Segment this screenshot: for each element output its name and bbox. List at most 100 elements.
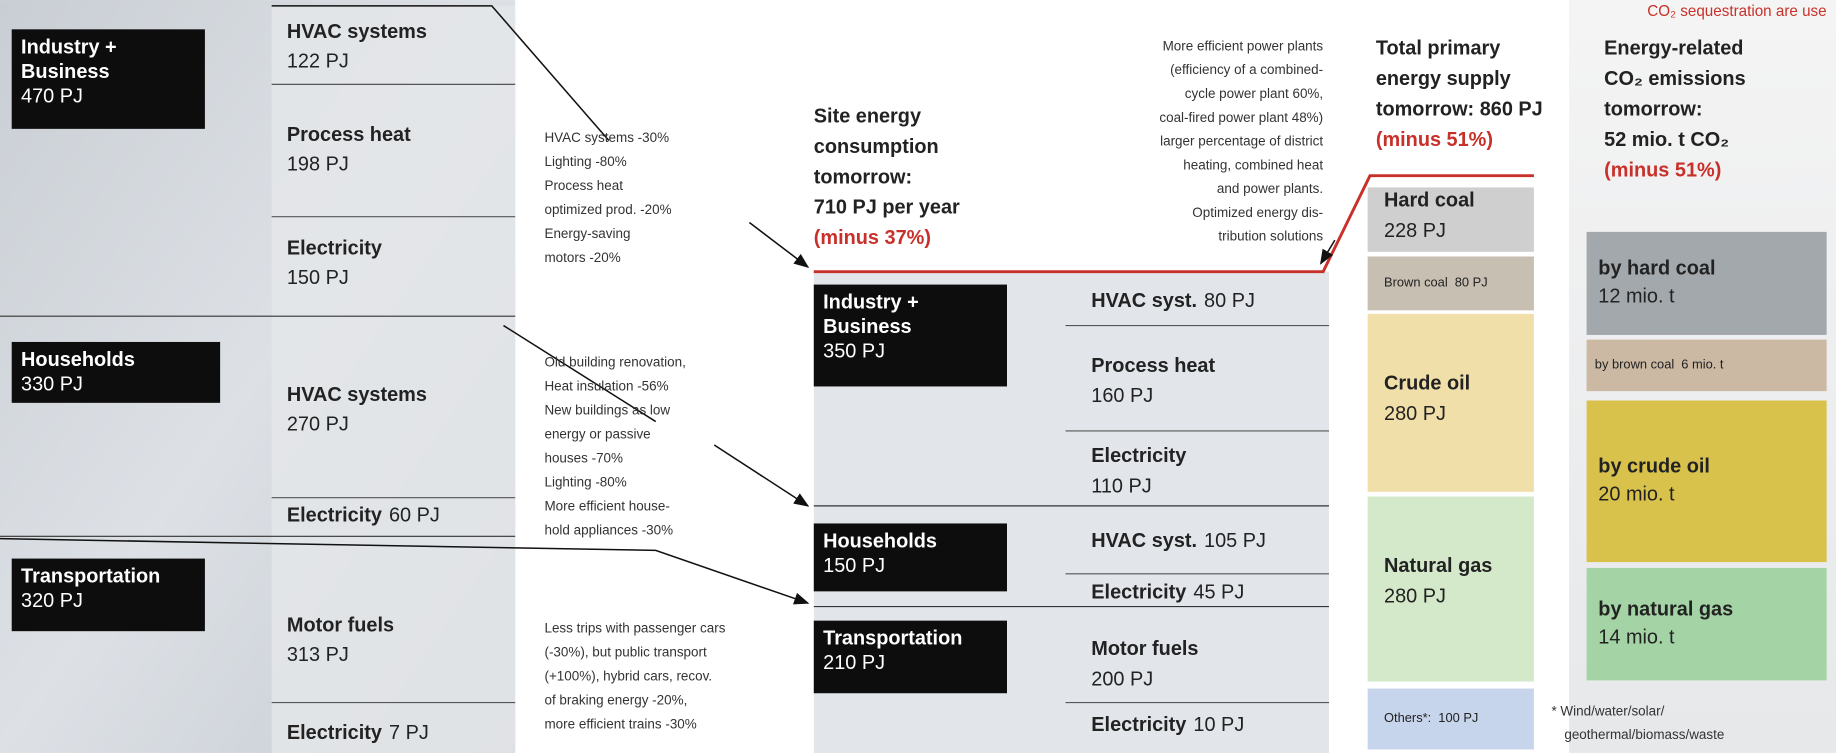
- supply-label: Others*:: [1384, 710, 1431, 725]
- heading-line: 52 mio. t CO₂: [1604, 129, 1729, 151]
- group-value: 350 PJ: [823, 341, 885, 363]
- measure-text: Heat insulation -56%: [544, 379, 668, 394]
- measure-text: energy or passive: [544, 427, 650, 442]
- co2-bar: [1587, 568, 1827, 680]
- item: HVAC syst. 105 PJ: [1091, 530, 1266, 552]
- co2-value: 12 mio. t: [1598, 286, 1675, 308]
- item-label: HVAC syst.: [1091, 290, 1197, 312]
- item-label: Process heat: [287, 124, 411, 146]
- item-value: 270 PJ: [287, 413, 349, 435]
- measure-text: HVAC systems -30%: [544, 130, 669, 145]
- item-label: Electricity: [287, 238, 382, 260]
- infographic: CO₂ sequestration are useIndustry +Busin…: [0, 0, 1836, 753]
- group-label: Transportation: [823, 628, 962, 650]
- item-label: Electricity: [287, 722, 382, 744]
- power-note: heating, combined heat: [1183, 157, 1323, 172]
- power-note: cycle power plant 60%,: [1185, 86, 1323, 101]
- measure-text: Lighting -80%: [544, 154, 626, 169]
- item-value: 160 PJ: [1091, 385, 1153, 407]
- power-note: (efficiency of a combined-: [1170, 62, 1323, 77]
- heading-line: tomorrow: 860 PJ: [1376, 98, 1543, 120]
- co2-value: 6 mio. t: [1681, 357, 1724, 372]
- item-value: 10 PJ: [1193, 714, 1244, 736]
- co2-value: 14 mio. t: [1598, 626, 1675, 648]
- item: Electricity 10 PJ: [1091, 714, 1244, 736]
- heading-line: tomorrow:: [1604, 98, 1702, 120]
- item-label: Process heat: [1091, 355, 1215, 377]
- measure-text: more efficient trains -30%: [544, 716, 696, 731]
- heading-line: Energy-related: [1604, 37, 1743, 59]
- group-label: Industry +: [21, 36, 117, 58]
- item-value: 80 PJ: [1204, 290, 1255, 312]
- item-value: 200 PJ: [1091, 669, 1153, 691]
- heading-line: energy supply: [1376, 68, 1511, 90]
- heading-change: (minus 37%): [814, 227, 931, 249]
- co2-value: 20 mio. t: [1598, 484, 1675, 506]
- item-label: Electricity: [1091, 582, 1186, 604]
- supply-label: Natural gas: [1384, 555, 1492, 577]
- group-label: Industry +: [823, 292, 919, 314]
- co2-bar: [1587, 401, 1827, 563]
- item-label: HVAC syst.: [1091, 530, 1197, 552]
- item: HVAC syst. 80 PJ: [1091, 290, 1255, 312]
- power-note: tribution solutions: [1218, 229, 1323, 244]
- item: Electricity 45 PJ: [1091, 582, 1244, 604]
- heading-change: (minus 51%): [1604, 159, 1721, 181]
- co2-label: by crude oil: [1598, 455, 1710, 477]
- item-label: Electricity: [287, 505, 382, 527]
- co2-bar: [1587, 232, 1827, 335]
- power-note: coal-fired power plant 48%): [1159, 110, 1323, 125]
- measure-text: houses -70%: [544, 451, 623, 466]
- supply-label: Crude oil: [1384, 372, 1470, 394]
- item-value: 105 PJ: [1204, 530, 1266, 552]
- footnote: * Wind/water/solar/: [1551, 704, 1664, 719]
- measure-text: (-30%), but public transport: [544, 644, 707, 659]
- item-value: 198 PJ: [287, 153, 349, 175]
- group-value: 470 PJ: [21, 85, 83, 107]
- measure-text: Old building renovation,: [544, 355, 685, 370]
- measure-text: Energy-saving: [544, 226, 630, 241]
- measure-text: Less trips with passenger cars: [544, 620, 725, 635]
- item-label: Electricity: [1091, 445, 1186, 467]
- heading-line: Total primary: [1376, 37, 1501, 59]
- item-label: HVAC systems: [287, 384, 427, 406]
- measure-text: New buildings as low: [544, 403, 670, 418]
- group-label: Households: [21, 349, 135, 371]
- group-value: 210 PJ: [823, 652, 885, 674]
- item-label: Motor fuels: [1091, 638, 1198, 660]
- supply-value: 228 PJ: [1384, 220, 1446, 242]
- item-value: 313 PJ: [287, 644, 349, 666]
- supply-value: 280 PJ: [1384, 403, 1446, 425]
- measure-text: hold appliances -30%: [544, 523, 673, 538]
- measure-text: motors -20%: [544, 250, 620, 265]
- group-value: 320 PJ: [21, 590, 83, 612]
- measure-text: of braking energy -20%,: [544, 692, 687, 707]
- supply-label: Hard coal: [1384, 190, 1475, 212]
- item-value: 7 PJ: [389, 722, 429, 744]
- power-note: Optimized energy dis-: [1192, 205, 1323, 220]
- supply-value: 80 PJ: [1455, 275, 1488, 290]
- heading-line: consumption: [814, 136, 939, 158]
- supply: Others*: 100 PJ: [1384, 710, 1478, 725]
- group-label: Business: [21, 61, 109, 83]
- power-note: and power plants.: [1217, 181, 1323, 196]
- item-label: Electricity: [1091, 714, 1186, 736]
- heading-line: tomorrow:: [814, 166, 912, 188]
- heading-change: (minus 51%): [1376, 129, 1493, 151]
- item-value: 45 PJ: [1193, 582, 1244, 604]
- heading-line: CO₂ emissions: [1604, 68, 1746, 90]
- group-label: Business: [823, 316, 911, 338]
- item-value: 110 PJ: [1091, 475, 1151, 497]
- measure-text: Process heat: [544, 178, 623, 193]
- item-value: 122 PJ: [287, 50, 349, 72]
- supply-value: 100 PJ: [1438, 710, 1478, 725]
- item-label: HVAC systems: [287, 21, 427, 43]
- group-label: Transportation: [21, 566, 160, 588]
- heading-line: Site energy: [814, 105, 921, 127]
- supply-label: Brown coal: [1384, 275, 1448, 290]
- heading-line: 710 PJ per year: [814, 197, 960, 219]
- group-value: 150 PJ: [823, 555, 885, 577]
- measure-text: More efficient house-: [544, 499, 669, 514]
